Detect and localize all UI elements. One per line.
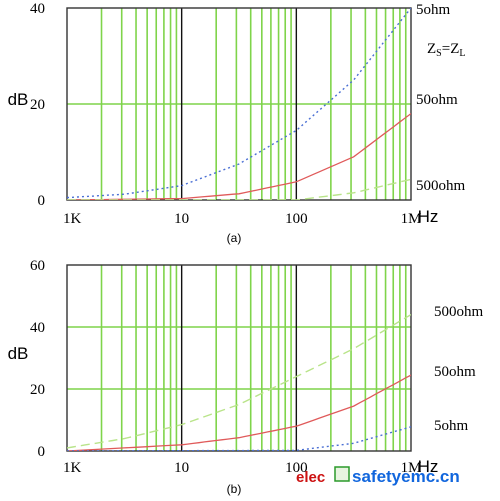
x-tick-label: 100 [285, 211, 308, 227]
series-line-50ohm [67, 374, 411, 451]
chart-caption: (a) [227, 231, 242, 245]
y-tick-label: 0 [38, 193, 46, 209]
watermark: elec safetyemc.cn [296, 466, 460, 486]
x-tick-label: 10 [174, 460, 189, 476]
x-axis-label: Hz [418, 207, 439, 226]
series-line-5ohm [67, 426, 411, 451]
series-label-50ohm: 50ohm [434, 364, 476, 380]
series-line-500ohm [67, 313, 411, 449]
y-tick-label: 20 [30, 382, 45, 398]
x-axis-label: Hz [418, 457, 439, 476]
x-tick-label: 100 [285, 460, 308, 476]
watermark-blue-text: safetyemc.cn [352, 467, 460, 486]
y-tick-label: 40 [30, 320, 45, 336]
watermark-logo-icon [334, 466, 350, 482]
y-tick-label: 20 [30, 97, 45, 113]
series-line-500ohm [67, 178, 411, 200]
plot-area [67, 265, 411, 451]
x-tick-label: 1M [401, 460, 422, 476]
y-tick-label: 0 [38, 444, 46, 460]
chart-caption: (b) [227, 482, 242, 496]
series-label-50ohm: 50ohm [416, 92, 458, 108]
y-tick-label: 60 [30, 258, 45, 274]
series-label-5ohm: 5ohm [434, 418, 469, 434]
chart-b: 0 20 40 60 1K 10 100 1M dB Hz (b) 500ohm 50ohm 5ohm [8, 258, 484, 496]
impedance-annotation: ZS=ZL [427, 41, 465, 59]
x-tick-label: 1K [63, 460, 82, 476]
y-axis-label: dB [8, 90, 29, 109]
series-line-5ohm [67, 8, 411, 199]
series-line-50ohm [67, 113, 411, 200]
y-axis-label: dB [8, 344, 29, 363]
chart-a: 0 20 40 1K 10 100 1M dB Hz (a) 5ohm 50ohm 500ohm ZS=Z… [8, 1, 466, 245]
watermark-red-text: elec [296, 469, 325, 486]
x-tick-label: 1K [63, 211, 82, 227]
y-tick-label: 40 [30, 1, 45, 17]
series-label-500ohm: 500ohm [416, 178, 466, 194]
series-label-500ohm: 500ohm [434, 304, 484, 320]
x-tick-label: 10 [174, 211, 189, 227]
x-tick-label: 1M [401, 211, 422, 227]
series-label-5ohm: 5ohm [416, 2, 451, 18]
